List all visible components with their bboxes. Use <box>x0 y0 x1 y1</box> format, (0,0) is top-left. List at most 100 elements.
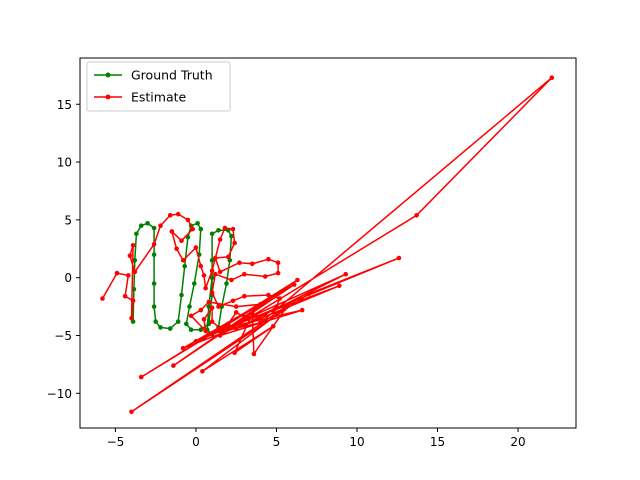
legend-label-estimate: Estimate <box>131 90 187 105</box>
data-point-estimate <box>203 328 208 334</box>
data-point-estimate <box>200 369 205 374</box>
data-point-ground-truth <box>132 258 138 263</box>
data-point-ground-truth <box>216 228 221 233</box>
data-point-estimate <box>242 271 247 277</box>
data-point-estimate <box>198 263 204 269</box>
data-point-estimate <box>232 350 237 356</box>
axes-frame <box>79 57 577 429</box>
ticks-layer: −5 0 5 10 15 20 −10 −5 0 5 10 15 <box>47 98 526 449</box>
data-point-estimate <box>275 270 281 276</box>
data-point-estimate <box>233 310 239 315</box>
data-point-estimate <box>138 374 144 380</box>
data-point-estimate <box>206 332 212 337</box>
data-point-estimate <box>396 255 402 261</box>
data-point-estimate <box>203 285 208 291</box>
data-point-estimate <box>198 307 204 313</box>
data-point-estimate <box>193 245 199 250</box>
data-point-estimate <box>167 213 173 218</box>
data-point-ground-truth <box>138 223 144 228</box>
data-point-estimate <box>217 269 223 275</box>
data-point-estimate <box>251 351 257 357</box>
data-point-ground-truth <box>198 226 204 232</box>
data-point-estimate <box>277 296 283 301</box>
data-point-estimate <box>266 256 271 262</box>
data-point-estimate <box>209 290 215 296</box>
data-point-estimate <box>233 326 239 331</box>
data-point-estimate <box>129 315 134 321</box>
data-point-ground-truth <box>175 319 181 324</box>
y-tick-label: 10 <box>57 156 72 170</box>
data-point-estimate <box>179 238 184 243</box>
data-point-estimate <box>169 229 175 234</box>
x-tick-label: 5 <box>273 435 281 449</box>
legend-marker-estimate <box>105 94 111 100</box>
data-point-ground-truth <box>134 231 139 237</box>
data-point-estimate <box>216 304 221 309</box>
data-point-estimate <box>250 311 255 316</box>
legend: Ground Truth Estimate <box>86 61 231 112</box>
data-point-estimate <box>188 313 194 319</box>
data-point-estimate <box>114 270 120 276</box>
data-point-ground-truth <box>209 231 215 237</box>
data-point-estimate <box>193 339 199 344</box>
data-point-estimate <box>233 304 239 309</box>
data-point-estimate <box>414 213 419 218</box>
data-point-ground-truth <box>209 275 215 281</box>
data-point-estimate <box>262 274 268 279</box>
data-point-estimate <box>213 255 218 261</box>
data-point-ground-truth <box>206 321 212 327</box>
data-point-estimate <box>258 302 263 307</box>
x-tick-label: 20 <box>510 435 525 449</box>
data-point-ground-truth <box>188 327 194 333</box>
data-point-estimate <box>275 260 281 266</box>
data-point-estimate <box>291 282 297 287</box>
y-tick-label: −10 <box>47 387 72 401</box>
data-point-estimate <box>266 292 271 298</box>
data-point-estimate <box>180 345 186 351</box>
data-point-estimate <box>201 273 207 278</box>
data-point-ground-truth <box>224 281 229 286</box>
data-point-ground-truth <box>151 225 157 231</box>
data-point-estimate <box>237 260 242 266</box>
data-point-estimate <box>230 226 236 232</box>
data-point-estimate <box>126 273 131 278</box>
data-point-estimate <box>262 312 268 318</box>
data-point-estimate <box>549 75 555 80</box>
data-point-ground-truth <box>167 326 173 331</box>
data-point-estimate <box>295 277 300 283</box>
data-point-estimate <box>129 409 134 415</box>
y-tick-label: 15 <box>57 98 72 112</box>
y-tick-label: 5 <box>64 213 72 227</box>
data-point-ground-truth <box>151 281 157 286</box>
data-point-estimate <box>219 327 224 333</box>
data-point-ground-truth <box>184 321 189 327</box>
data-point-estimate <box>201 317 207 322</box>
data-point-estimate <box>242 293 247 299</box>
data-point-ground-truth <box>192 281 197 286</box>
y-tick-label: 0 <box>64 271 72 285</box>
data-point-estimate <box>230 298 236 304</box>
data-point-estimate <box>343 271 349 277</box>
data-point-estimate <box>225 321 231 327</box>
data-point-estimate <box>282 306 287 312</box>
data-point-estimate <box>122 293 128 299</box>
data-point-estimate <box>306 291 312 297</box>
data-point-estimate <box>206 299 212 305</box>
legend-box <box>86 61 231 112</box>
data-point-estimate <box>174 246 179 252</box>
data-point-ground-truth <box>182 263 187 269</box>
x-tick-label: 15 <box>430 435 445 449</box>
data-point-estimate <box>217 237 223 242</box>
data-point-estimate <box>337 283 342 289</box>
data-point-estimate <box>132 269 138 275</box>
series-layer <box>100 75 555 415</box>
data-point-estimate <box>100 296 105 301</box>
data-point-estimate <box>185 217 191 223</box>
y-tick-label: −5 <box>54 329 72 343</box>
data-point-estimate <box>158 223 163 228</box>
data-point-estimate <box>209 319 215 324</box>
data-point-estimate <box>242 314 247 320</box>
data-point-estimate <box>217 333 223 338</box>
data-point-ground-truth <box>151 252 157 257</box>
